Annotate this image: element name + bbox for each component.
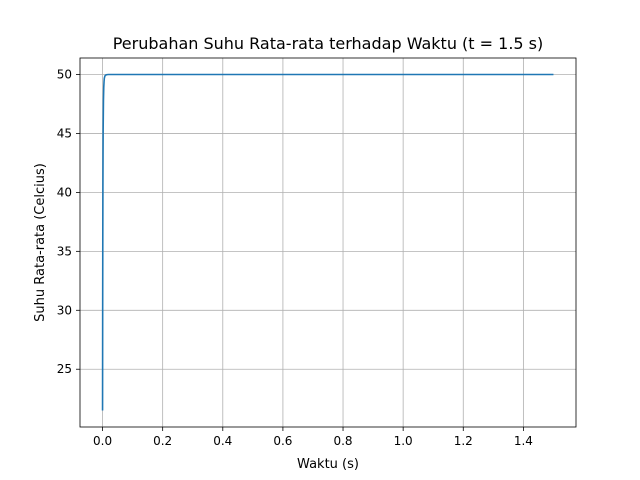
x-tick-label: 0.0 bbox=[93, 434, 112, 448]
y-tick-label: 50 bbox=[57, 68, 72, 82]
tick-layer: 0.0 0.2 0.4 0.6 0.8 1.0 1.2 1.4 25 30 35 40 45 50 bbox=[57, 68, 533, 449]
series-layer bbox=[101, 73, 554, 411]
y-tick-label: 25 bbox=[57, 362, 72, 376]
series-line bbox=[101, 73, 554, 411]
x-tick-label: 0.4 bbox=[213, 434, 232, 448]
x-tick-label: 0.2 bbox=[153, 434, 172, 448]
plot-frame bbox=[79, 57, 577, 428]
y-axis-label: Suhu Rata-rata (Celcius) bbox=[33, 163, 48, 322]
y-tick-label: 30 bbox=[57, 303, 72, 317]
x-axis-label: Waktu (s) bbox=[297, 457, 359, 472]
y-tick-label: 40 bbox=[57, 185, 72, 199]
grid-layer bbox=[80, 58, 576, 427]
x-tick-label: 1.4 bbox=[514, 434, 533, 448]
x-tick-label: 1.0 bbox=[394, 434, 413, 448]
x-tick-label: 1.2 bbox=[454, 434, 473, 448]
x-tick-label: 0.6 bbox=[273, 434, 292, 448]
y-tick-label: 35 bbox=[57, 244, 72, 258]
x-tick-label: 0.8 bbox=[333, 434, 352, 448]
y-tick-label: 45 bbox=[57, 126, 72, 140]
chart-title: Perubahan Suhu Rata-rata terhadap Waktu … bbox=[113, 34, 544, 53]
